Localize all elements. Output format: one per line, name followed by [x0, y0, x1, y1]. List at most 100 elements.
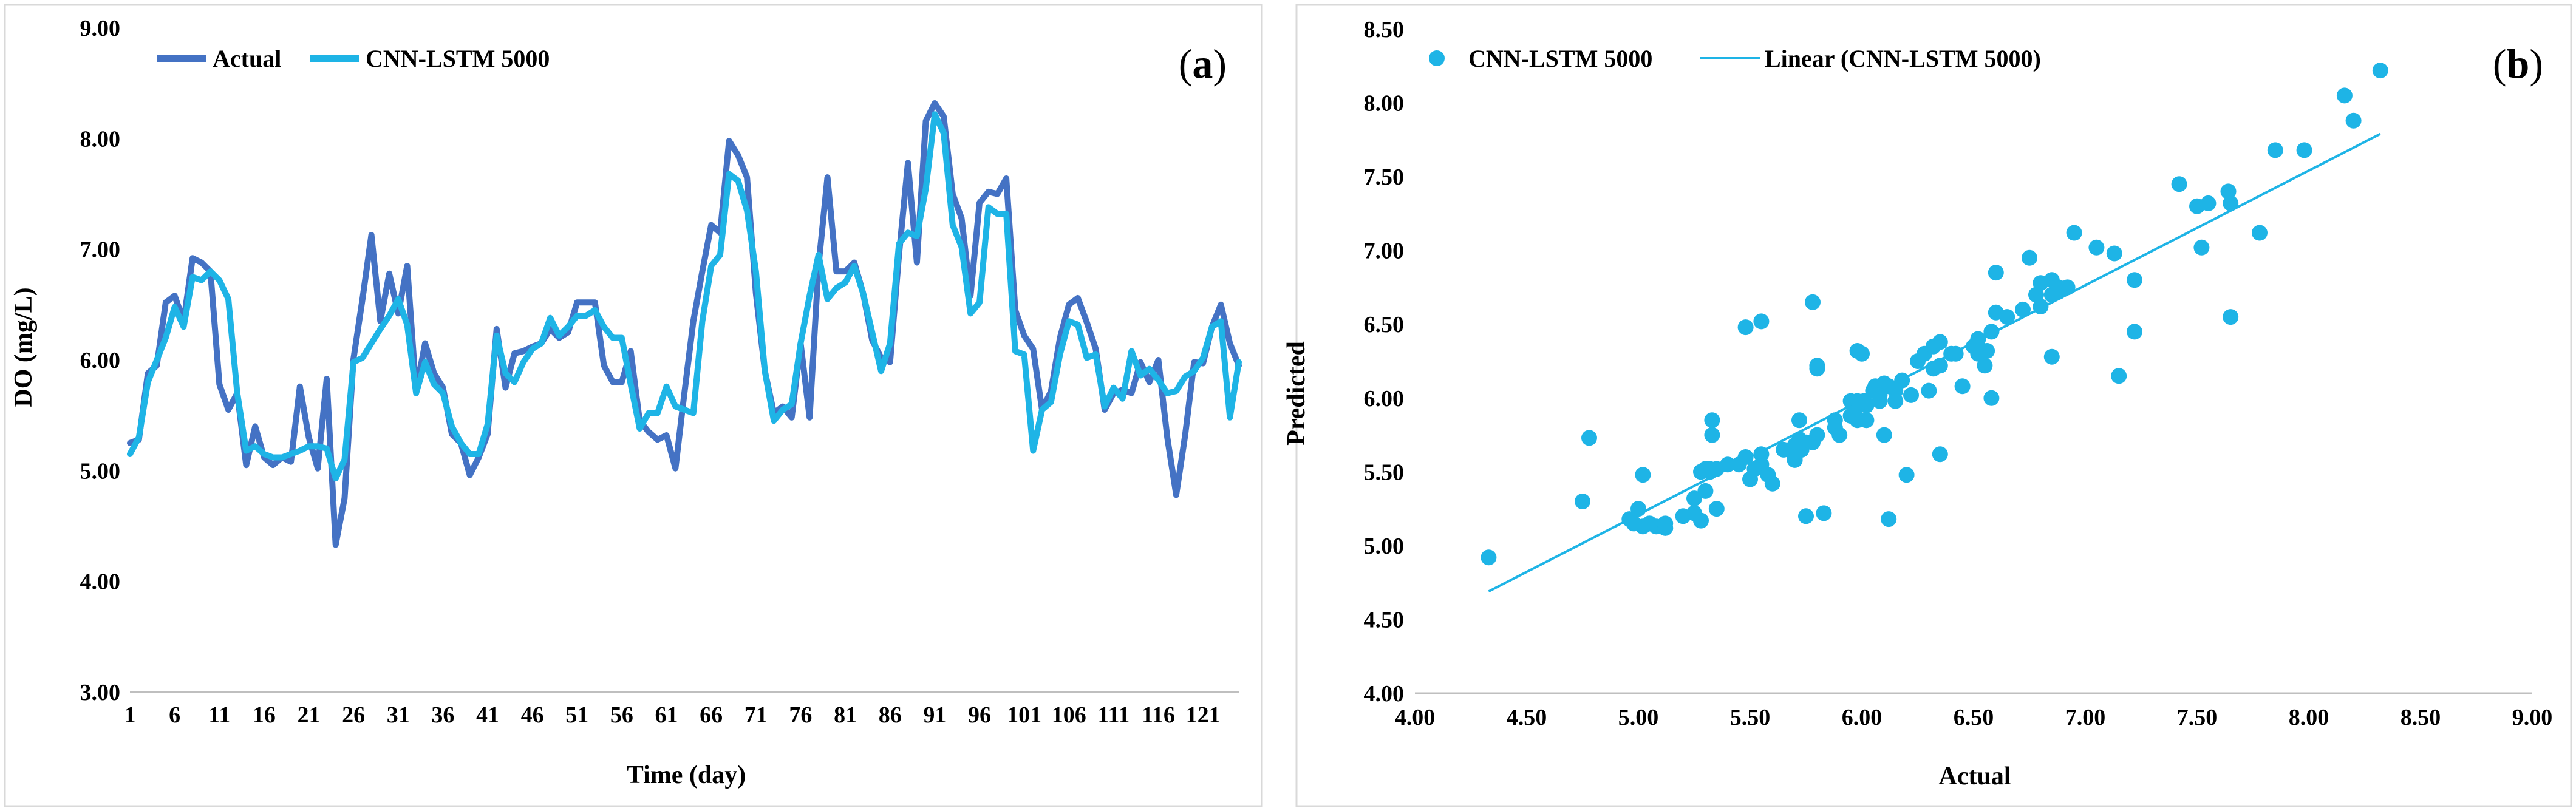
a-xtick-label: 56: [610, 702, 633, 728]
b-xtick-label: 6.50: [1954, 705, 1994, 730]
b-xtick-label: 6.00: [1842, 705, 1883, 730]
scatter-point: [2088, 239, 2105, 256]
scatter-point: [2267, 142, 2283, 158]
b-ytick-label: 6.50: [1364, 312, 1405, 338]
scatter-point: [2066, 225, 2082, 241]
scatter-point: [1708, 501, 1725, 517]
b-ytick-label: 6.00: [1364, 386, 1405, 412]
b-xtick-label: 7.50: [2177, 705, 2218, 730]
scatter-point: [1635, 467, 1651, 483]
legend-label-actual: Actual: [213, 45, 281, 72]
scatter-point: [1791, 412, 1807, 429]
a-xtick-label: 61: [655, 702, 678, 728]
scatter-point: [1932, 446, 1948, 463]
scatter-point: [2171, 176, 2187, 192]
scatter-point: [2015, 301, 2031, 317]
scatter-point: [2345, 112, 2362, 129]
scatter-point: [1720, 456, 1736, 473]
panel-b-frame: [1295, 4, 2572, 807]
panel-b-x-axis-title: Actual: [1939, 762, 2011, 790]
a-xtick-label: 66: [700, 702, 723, 728]
scatter-point: [1947, 345, 1964, 362]
panel-a-x-axis-title: Time (day): [627, 761, 746, 789]
scatter-point: [1979, 343, 1995, 359]
scatter-point: [1798, 508, 1814, 524]
b-xtick-label: 4.00: [1395, 705, 1436, 730]
panel-a-label: (a): [1179, 41, 1227, 87]
scatter-point: [2223, 195, 2239, 211]
a-xtick-label: 116: [1142, 702, 1175, 728]
b-ytick-label: 4.00: [1364, 681, 1405, 707]
a-ytick-label: 5.00: [80, 458, 121, 484]
b-ytick-label: 5.50: [1364, 460, 1405, 485]
b-ytick-label: 7.50: [1364, 165, 1405, 190]
b-xtick-label: 9.00: [2512, 705, 2553, 730]
a-xtick-label: 91: [923, 702, 946, 728]
a-ytick-label: 7.00: [80, 237, 121, 263]
scatter-point: [2033, 299, 2049, 314]
scatter-point: [1970, 331, 1986, 347]
scatter-point: [1999, 309, 2015, 325]
scatter-point: [2220, 183, 2237, 200]
scatter-point: [1809, 427, 1825, 443]
scatter-point: [2296, 142, 2312, 158]
panel-b-label-letter: b: [2507, 41, 2530, 87]
panel-b-x-ticks: 4.00 4.50 5.00 5.50 6.00 6.50 7.00 7.50 8.00 8.50…: [1395, 705, 2553, 730]
scatter-point: [2200, 195, 2217, 211]
panel-b-label-close: ): [2529, 41, 2543, 87]
b-ytick-label: 4.50: [1364, 607, 1405, 633]
panel-a-time-series: 3.004.005.006.007.008.009.00 1 6 11 16 21 26 3…: [4, 4, 1263, 807]
legend-label-linear: Linear (CNN-LSTM 5000): [1765, 45, 2041, 72]
a-xtick-label: 111: [1097, 702, 1130, 728]
scatter-point: [1575, 494, 1590, 509]
a-ytick-label: 6.00: [80, 348, 121, 373]
panel-a-frame: [4, 4, 1263, 807]
panel-b-points-group: [1481, 63, 2388, 566]
b-xtick-label: 8.50: [2401, 705, 2441, 730]
a-xtick-label: 51: [565, 702, 588, 728]
a-xtick-label: 21: [298, 702, 321, 728]
panel-b-y-axis-title: Predicted: [1283, 341, 1310, 446]
scatter-point: [1881, 511, 1897, 528]
a-xtick-label: 76: [789, 702, 812, 728]
scatter-point: [1737, 449, 1754, 465]
scatter-point: [1764, 475, 1780, 492]
b-xtick-label: 5.00: [1618, 705, 1659, 730]
scatter-point: [2193, 239, 2210, 256]
scatter-point: [1858, 412, 1875, 429]
panel-a-legend: Actual CNN-LSTM 5000: [157, 45, 550, 72]
a-xtick-label: 16: [253, 702, 276, 728]
a-xtick-label: 26: [342, 702, 365, 728]
panel-a-y-axis-title: DO (mg/L): [10, 287, 38, 407]
series-line-cnn-lstm: [127, 111, 1242, 482]
a-xtick-label: 86: [879, 702, 902, 728]
scatter-point: [1704, 412, 1720, 429]
scatter-point: [2372, 63, 2388, 79]
a-xtick-label: 96: [968, 702, 991, 728]
panel-a-label-open: (: [1179, 41, 1193, 87]
a-ytick-label: 9.00: [80, 16, 121, 41]
panel-a-y-ticks: 3.00 4.00 5.00 6.00 7.00 8.00 9.00: [80, 16, 121, 705]
scatter-point: [1630, 501, 1646, 517]
scatter-point: [1657, 515, 1674, 532]
scatter-point: [1894, 372, 1910, 389]
scatter-point: [1932, 334, 1948, 350]
panel-a-series-group: [127, 100, 1242, 548]
legend-label-scatter: CNN-LSTM 5000: [1468, 45, 1652, 72]
scatter-point: [1977, 358, 1993, 374]
scatter-point: [1887, 393, 1904, 409]
scatter-point: [2059, 279, 2076, 296]
scatter-point: [1704, 427, 1720, 443]
scatter-point: [1988, 265, 2004, 281]
a-xtick-label: 36: [431, 702, 454, 728]
a-xtick-label: 1: [124, 702, 136, 728]
scatter-point: [2336, 87, 2353, 104]
scatter-point: [2022, 249, 2037, 266]
scatter-point: [1903, 387, 1919, 403]
a-ytick-label: 4.00: [80, 569, 121, 595]
a-xtick-label: 41: [476, 702, 499, 728]
scatter-point: [1753, 313, 1770, 330]
a-ytick-label: 3.00: [80, 680, 121, 705]
a-xtick-label: 71: [745, 702, 768, 728]
scatter-point: [1737, 319, 1754, 336]
